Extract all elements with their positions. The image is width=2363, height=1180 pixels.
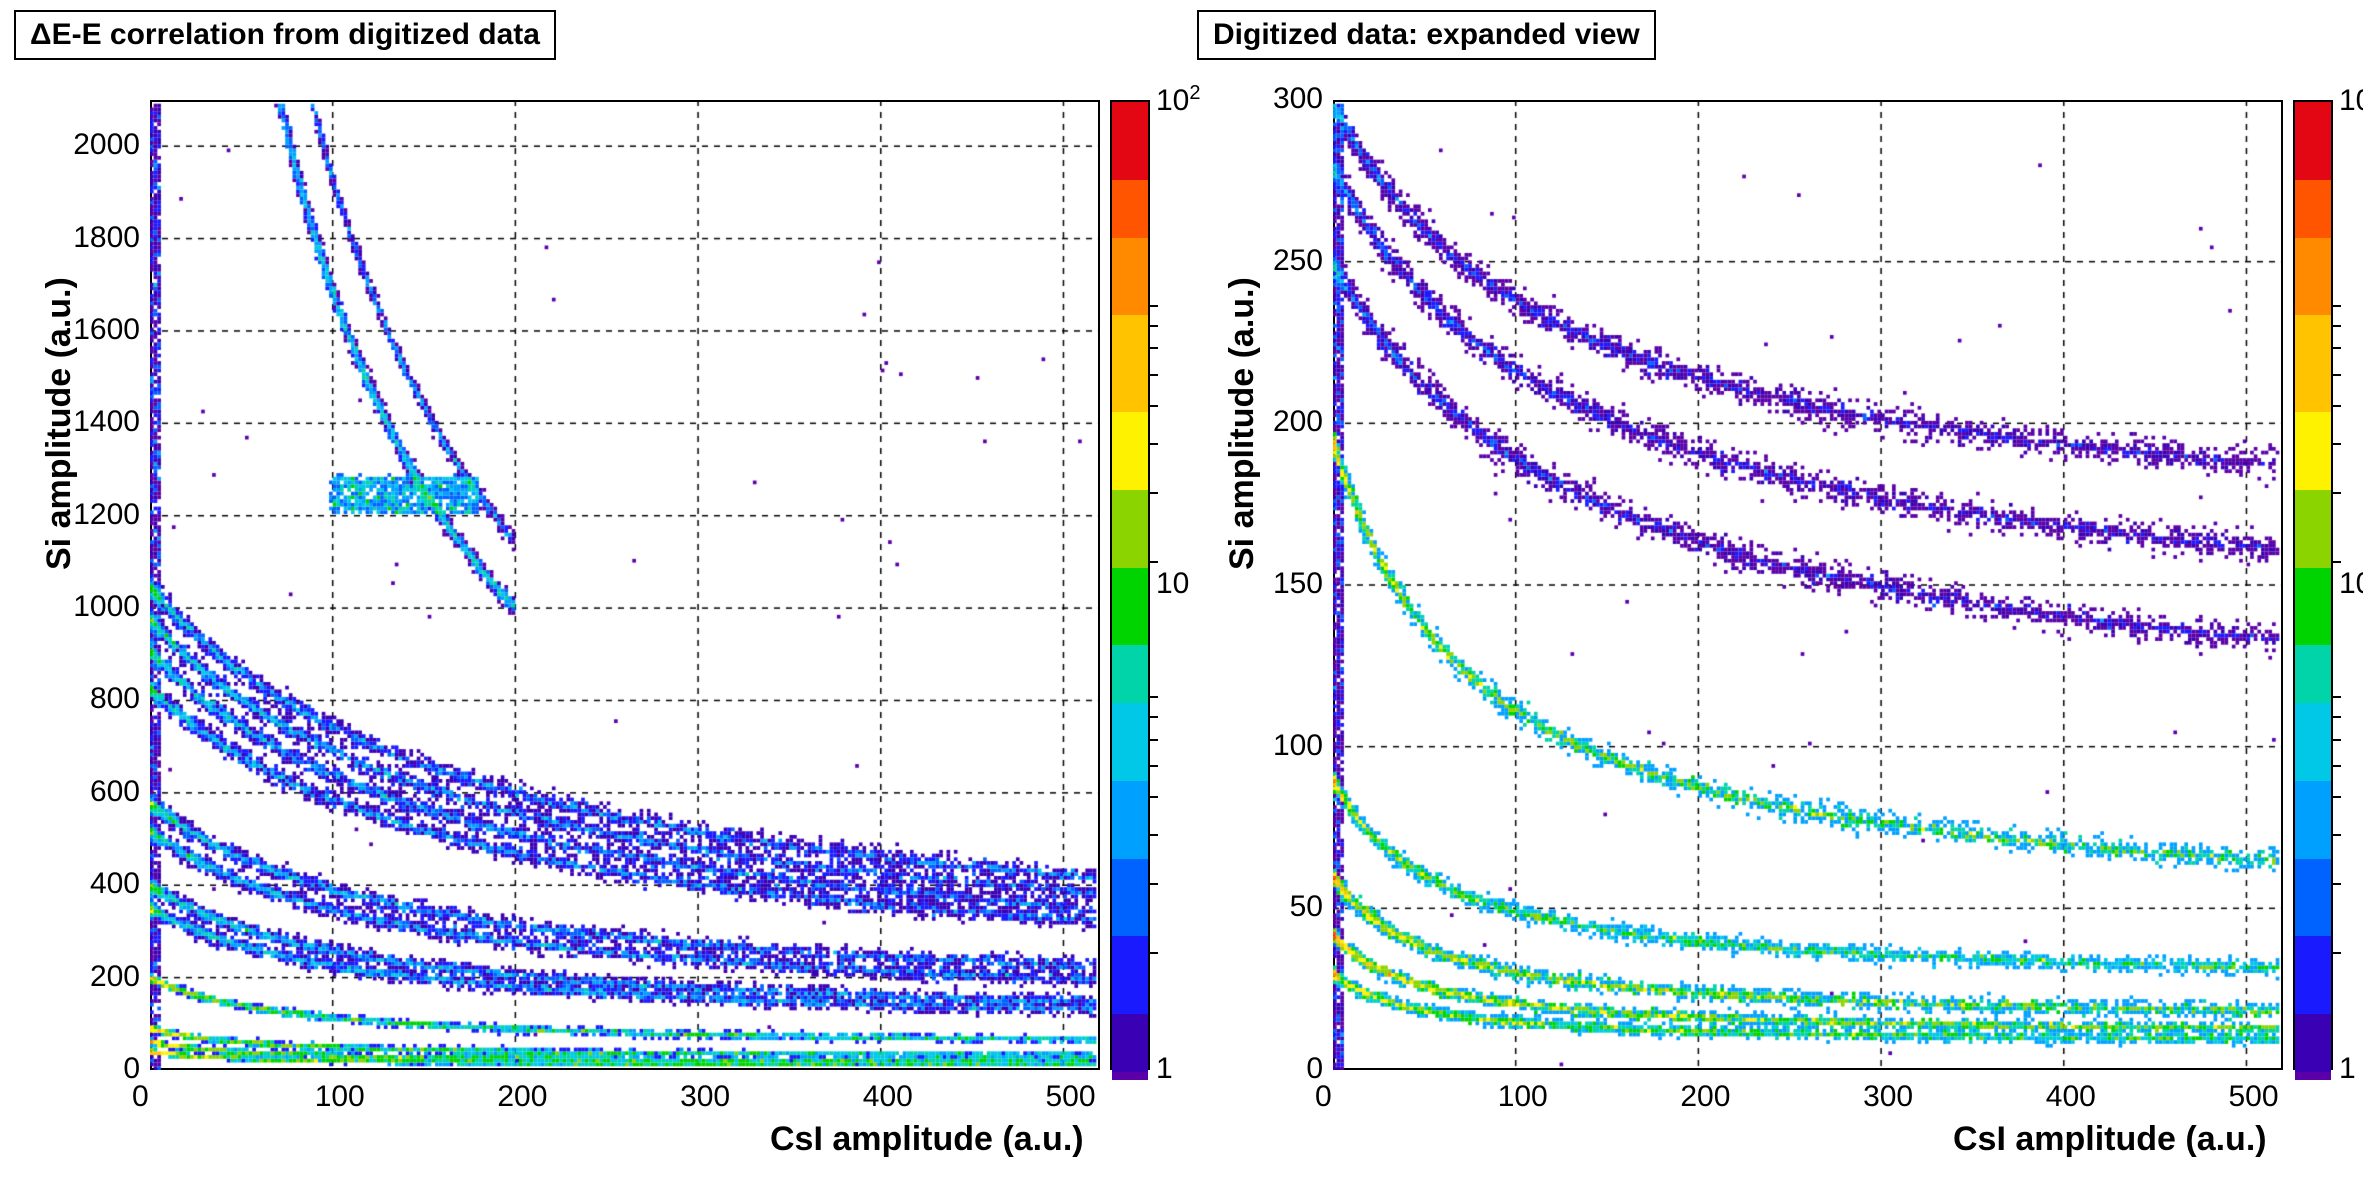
colorbar-minor-tick xyxy=(2333,696,2341,698)
colorbar-tick-label: 10 xyxy=(2339,567,2363,601)
colorbar-tick-label: 1 xyxy=(1156,1052,1173,1086)
colorbar-minor-tick xyxy=(2333,796,2341,798)
colorbar-minor-tick xyxy=(1150,696,1158,698)
colorbar-minor-tick xyxy=(1150,561,1158,563)
ytick-label: 2000 xyxy=(50,128,140,162)
colorbar-right xyxy=(2293,100,2333,1070)
ytick-label: 800 xyxy=(50,682,140,716)
colorbar-left xyxy=(1110,100,1150,1070)
colorbar-minor-tick xyxy=(1150,834,1158,836)
xtick-label: 400 xyxy=(863,1080,913,1114)
ytick-label: 50 xyxy=(1233,890,1323,924)
ytick-label: 250 xyxy=(1233,244,1323,278)
ytick-label: 1600 xyxy=(50,313,140,347)
colorbar-tick-label: 1 xyxy=(2339,1052,2356,1086)
xtick-label: 200 xyxy=(1680,1080,1730,1114)
ytick-label: 150 xyxy=(1233,567,1323,601)
colorbar-minor-tick xyxy=(2333,952,2341,954)
colorbar-minor-tick xyxy=(2333,765,2341,767)
colorbar-minor-tick xyxy=(2333,305,2341,307)
ytick-label: 400 xyxy=(50,867,140,901)
ytick-label: 200 xyxy=(1233,405,1323,439)
panel-right: Digitized data: expanded view Si amplitu… xyxy=(1183,0,2363,1180)
ytick-label: 1200 xyxy=(50,498,140,532)
colorbar-minor-tick xyxy=(1150,952,1158,954)
xlabel-right: CsI amplitude (a.u.) xyxy=(1953,1120,2267,1159)
colorbar-minor-tick xyxy=(1150,883,1158,885)
colorbar-minor-tick xyxy=(1150,765,1158,767)
xtick-label: 100 xyxy=(315,1080,365,1114)
colorbar-minor-tick xyxy=(1150,405,1158,407)
colorbar-minor-tick xyxy=(2333,883,2341,885)
xtick-label: 300 xyxy=(1863,1080,1913,1114)
ytick-label: 1800 xyxy=(50,221,140,255)
ytick-label: 0 xyxy=(1233,1052,1323,1086)
colorbar-minor-tick xyxy=(1150,739,1158,741)
panel-left: ΔE-E correlation from digitized data Si … xyxy=(0,0,1180,1180)
xtick-label: 500 xyxy=(2228,1080,2278,1114)
colorbar-minor-tick xyxy=(1150,325,1158,327)
ytick-label: 1400 xyxy=(50,405,140,439)
colorbar-minor-tick xyxy=(1150,492,1158,494)
ytick-label: 200 xyxy=(50,960,140,994)
colorbar-minor-tick xyxy=(1150,716,1158,718)
scatter-canvas-right xyxy=(1333,100,2283,1070)
colorbar-minor-tick xyxy=(1150,347,1158,349)
colorbar-minor-tick xyxy=(2333,325,2341,327)
ytick-label: 1000 xyxy=(50,590,140,624)
colorbar-tick-label: 102 xyxy=(2339,82,2363,118)
colorbar-minor-tick xyxy=(2333,347,2341,349)
colorbar-minor-tick xyxy=(2333,492,2341,494)
ytick-label: 100 xyxy=(1233,729,1323,763)
colorbar-minor-tick xyxy=(2333,716,2341,718)
scatter-canvas-left xyxy=(150,100,1100,1070)
colorbar-minor-tick xyxy=(1150,305,1158,307)
xtick-label: 400 xyxy=(2046,1080,2096,1114)
xtick-label: 200 xyxy=(497,1080,547,1114)
colorbar-minor-tick xyxy=(1150,374,1158,376)
colorbar-minor-tick xyxy=(2333,405,2341,407)
colorbar-minor-tick xyxy=(2333,834,2341,836)
colorbar-minor-tick xyxy=(2333,739,2341,741)
ytick-label: 600 xyxy=(50,775,140,809)
ytick-label: 300 xyxy=(1233,82,1323,116)
colorbar-minor-tick xyxy=(2333,561,2341,563)
xtick-label: 500 xyxy=(1045,1080,1095,1114)
xlabel-left: CsI amplitude (a.u.) xyxy=(770,1120,1084,1159)
colorbar-minor-tick xyxy=(1150,443,1158,445)
colorbar-minor-tick xyxy=(1150,796,1158,798)
title-right: Digitized data: expanded view xyxy=(1197,10,1656,60)
xtick-label: 100 xyxy=(1498,1080,1548,1114)
title-left: ΔE-E correlation from digitized data xyxy=(14,10,556,60)
colorbar-minor-tick xyxy=(2333,374,2341,376)
colorbar-minor-tick xyxy=(2333,443,2341,445)
ytick-label: 0 xyxy=(50,1052,140,1086)
xtick-label: 300 xyxy=(680,1080,730,1114)
